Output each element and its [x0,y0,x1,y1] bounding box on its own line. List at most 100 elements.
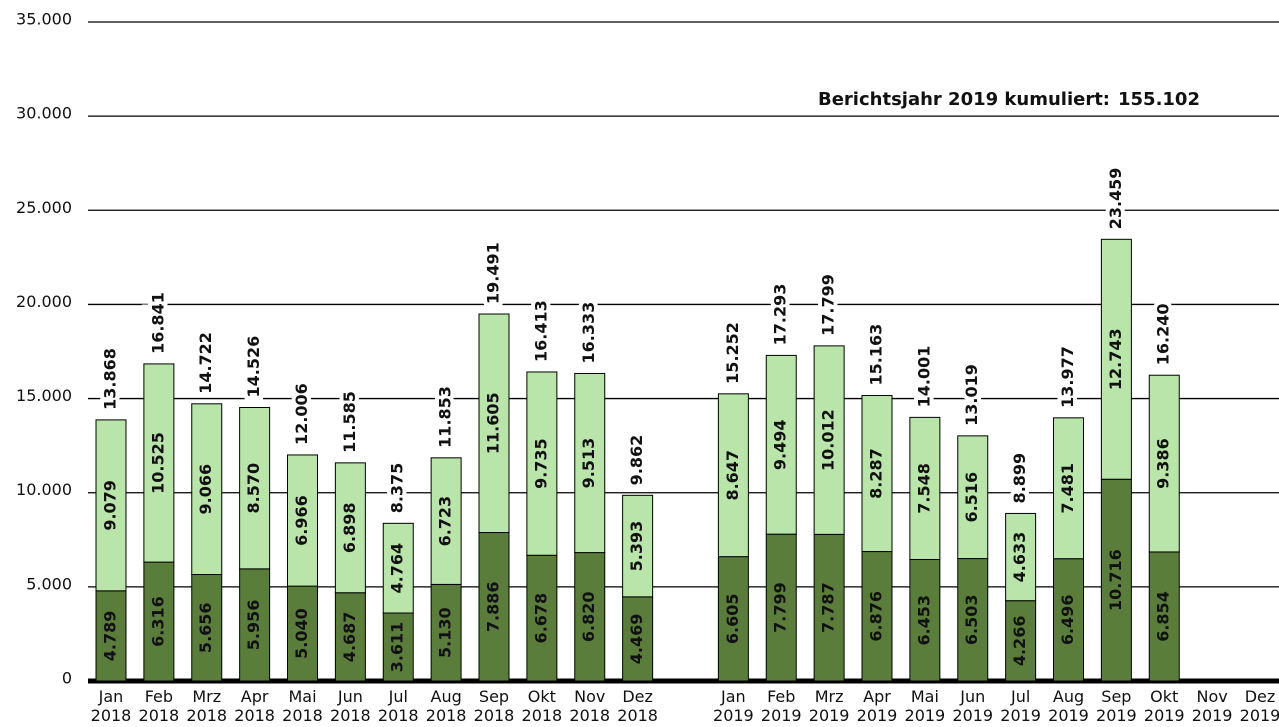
total-label: 13.977 [1058,346,1077,408]
value-label: 6.966 [292,495,311,546]
value-label: 6.820 [579,591,598,642]
value-label: 6.854 [1154,591,1173,642]
total-label: 13.868 [101,348,120,410]
value-label: 9.386 [1154,438,1173,489]
x-tick-label: Mrz 2019 [809,687,850,725]
total-label: 9.862 [627,435,646,486]
bar-segment [430,583,462,682]
value-label: 9.079 [101,480,120,531]
value-label: 5.130 [436,607,455,658]
total-label: 17.799 [819,274,838,336]
bar-segment [1148,374,1180,553]
labels: 4.789 9.079 13.868 6.316 10.525 16.841 5.656 9.… [97,164,1177,673]
x-tick-label: Mrz 2018 [186,687,227,725]
bar-segment [574,552,606,682]
value-label: 8.287 [867,448,886,499]
bar-segment [382,522,414,614]
value-label: 9.513 [579,438,598,489]
bar-segment [239,568,271,682]
x-tick-label: Jan 2019 [713,687,754,725]
total-label: 13.019 [962,364,981,426]
total-label: 16.333 [579,302,598,364]
total-label: 17.293 [771,284,790,346]
value-label: 4.266 [1010,616,1029,667]
x-tick-label: Okt 2018 [522,687,563,725]
x-tick-label: Okt 2019 [1144,687,1185,725]
value-label: 6.605 [723,594,742,645]
value-label: 8.647 [723,450,742,501]
total-label: 16.841 [148,292,167,354]
value-label: 11.605 [484,392,503,454]
total-label: 23.459 [1106,168,1125,230]
total-label: 14.001 [914,346,933,408]
y-tick-label: 20.000 [16,292,72,311]
value-label: 12.743 [1106,328,1125,390]
value-label: 7.481 [1058,463,1077,514]
bar-segment [191,574,223,682]
bar-segment [717,556,749,682]
bar-segment [478,532,510,682]
y-tick-label: 25.000 [16,198,72,217]
y-tick-label: 15.000 [16,386,72,405]
total-label: 15.163 [867,324,886,386]
total-label: 15.252 [723,322,742,384]
value-label: 9.494 [771,419,790,470]
y-tick-label: 0 [62,669,72,688]
value-label: 5.956 [244,600,263,651]
value-label: 6.316 [148,596,167,647]
value-label: 6.723 [436,496,455,547]
total-label: 16.240 [1154,303,1173,365]
bar-segment [622,596,654,682]
x-tick-label: Apr 2018 [234,687,275,725]
annotation-value: 155.102 [1118,89,1200,110]
total-label: 16.413 [531,300,550,362]
value-label: 4.469 [627,614,646,665]
bars [95,238,1180,682]
bar-segment [1100,478,1132,682]
x-tick-label: Jun 2018 [330,687,371,725]
value-label: 5.040 [292,608,311,659]
total-label: 12.006 [292,383,311,445]
y-tick-label: 10.000 [16,480,72,499]
value-label: 6.876 [867,591,886,642]
value-label: 7.548 [914,463,933,514]
x-tick-label: Feb 2019 [761,687,802,725]
value-label: 6.678 [531,593,550,644]
value-label: 5.656 [196,602,215,653]
bar-segment [191,403,223,576]
bar-segment [239,406,271,570]
value-label: 5.393 [627,521,646,572]
x-tick-label: Nov 2019 [1192,687,1233,725]
bar-segment [1005,512,1037,602]
value-label: 9.735 [531,438,550,489]
bar-segment [287,454,318,587]
annotation-label: Berichtsjahr 2019 kumuliert: [818,89,1110,110]
x-tick-label: Sep 2019 [1096,687,1137,725]
value-label: 6.898 [340,503,359,554]
bar-segment [765,354,797,535]
x-tick-label: Jan 2018 [91,687,132,725]
x-tick-label: Apr 2019 [857,687,898,725]
bar-segment [957,435,989,560]
bar-segment [861,551,893,682]
bar-segment [717,393,749,558]
bar-segment [287,585,318,682]
y-tick-label: 35.000 [16,10,72,29]
value-label: 3.611 [388,622,407,673]
total-label: 14.722 [196,332,215,394]
bar-segment [909,558,941,682]
value-label: 4.687 [340,612,359,663]
bar-segment [334,462,366,594]
y-tick-label: 30.000 [16,104,72,123]
total-label: 8.899 [1010,453,1029,504]
bar-segment [909,416,941,560]
bar-segment [957,558,989,682]
value-label: 9.066 [196,464,215,515]
x-tick-label: Nov 2018 [569,687,610,725]
x-tick-label: Sep 2018 [474,687,515,725]
value-label: 6.516 [962,472,981,523]
bar-segment [526,371,558,556]
bar-segment [143,363,175,563]
value-label: 8.570 [244,463,263,514]
